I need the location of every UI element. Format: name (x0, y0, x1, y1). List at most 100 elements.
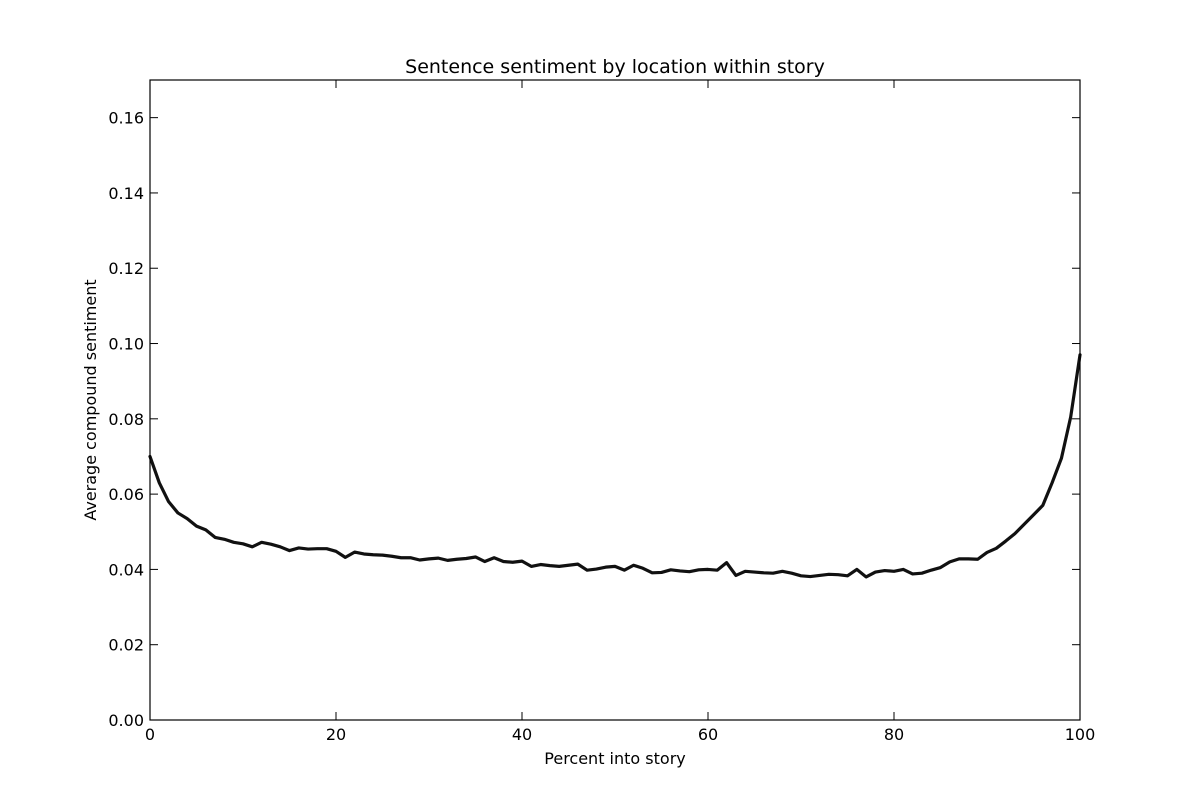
y-tick-label: 0.06 (108, 485, 144, 504)
data-point (158, 482, 161, 484)
data-point (223, 538, 226, 541)
data-point (660, 571, 663, 574)
data-point (344, 556, 347, 559)
data-point (670, 568, 672, 571)
y-tick-label: 0.02 (108, 636, 144, 655)
data-point (167, 500, 170, 503)
data-point (428, 558, 430, 560)
data-point (809, 575, 812, 578)
series-line (148, 353, 1082, 579)
data-point (865, 576, 867, 578)
data-point (484, 560, 486, 563)
y-tick-label: 0.08 (108, 410, 144, 429)
data-point (595, 568, 598, 570)
data-point (1023, 523, 1025, 526)
data-point (921, 572, 923, 574)
y-tick-label: 0.04 (108, 560, 144, 579)
data-points (149, 354, 1081, 578)
data-point (279, 546, 282, 548)
data-point (976, 558, 979, 561)
x-axis: 0 20 40 60 80 100 (145, 80, 1095, 744)
data-point (400, 556, 402, 559)
data-point (288, 549, 291, 552)
data-point (856, 568, 858, 571)
data-point (725, 561, 728, 564)
y-tick-label: 0.12 (108, 259, 144, 278)
data-point (521, 560, 523, 562)
y-tick-label: 0.00 (108, 711, 144, 730)
data-point (642, 567, 644, 570)
data-point (530, 565, 533, 568)
data-point (911, 573, 914, 575)
y-axis-label: Average compound sentiment (81, 279, 100, 520)
data-point (697, 568, 700, 571)
data-point (986, 551, 988, 554)
y-tick-label: 0.14 (108, 184, 144, 203)
plot-area: 0 20 40 60 80 100 0.00 0.02 0.04 0.06 0.08 0.10 0.1… (108, 79, 1095, 744)
data-point (539, 563, 542, 566)
data-point (1042, 504, 1044, 507)
data-point (437, 557, 440, 559)
data-point (679, 570, 681, 572)
data-point (1069, 416, 1072, 418)
data-point (372, 553, 375, 556)
x-tick-label: 40 (512, 725, 532, 744)
data-point (391, 555, 393, 558)
data-point (930, 569, 932, 571)
data-point (1014, 532, 1016, 535)
data-point (818, 574, 821, 577)
data-point (893, 570, 895, 573)
data-point (353, 551, 356, 553)
chart-title: Sentence sentiment by location within st… (405, 56, 825, 78)
data-point (1004, 540, 1007, 542)
data-point (688, 570, 691, 573)
data-point (1051, 482, 1053, 484)
data-point (325, 547, 328, 550)
data-point (270, 543, 272, 545)
x-tick-label: 60 (698, 725, 718, 744)
data-point (604, 566, 607, 568)
data-point (177, 512, 179, 514)
data-point (409, 556, 412, 559)
data-point (883, 569, 886, 572)
data-point (614, 565, 616, 568)
data-point (949, 561, 951, 563)
data-point (307, 548, 309, 550)
y-axis: 0.00 0.02 0.04 0.06 0.08 0.10 0.12 0.14 0.16 (108, 109, 1080, 730)
data-point (251, 546, 254, 548)
data-point (260, 541, 263, 544)
data-point (363, 553, 365, 555)
data-point (958, 558, 960, 560)
data-point (837, 573, 839, 576)
data-point (232, 541, 235, 544)
data-point (651, 572, 653, 574)
data-point (186, 517, 188, 520)
x-tick-label: 80 (884, 725, 904, 744)
data-point (939, 566, 942, 569)
data-point (335, 550, 337, 553)
data-point (772, 572, 774, 574)
data-point (205, 529, 207, 531)
data-point (995, 547, 998, 550)
data-point (790, 572, 793, 574)
data-point (214, 536, 216, 539)
data-point (316, 547, 319, 550)
data-point (567, 564, 570, 567)
data-point (418, 559, 421, 561)
x-tick-label: 0 (145, 725, 155, 744)
y-tick-label: 0.16 (108, 109, 144, 128)
x-tick-label: 100 (1065, 725, 1096, 744)
data-point (874, 571, 877, 573)
data-point (902, 568, 905, 571)
data-point (744, 570, 746, 573)
data-point (242, 543, 244, 545)
data-point (446, 559, 449, 562)
data-point (586, 569, 588, 571)
data-point (195, 525, 198, 527)
data-point (632, 564, 635, 567)
data-point (1032, 514, 1035, 516)
data-point (707, 568, 709, 571)
data-point (465, 557, 468, 560)
data-point (493, 556, 495, 559)
